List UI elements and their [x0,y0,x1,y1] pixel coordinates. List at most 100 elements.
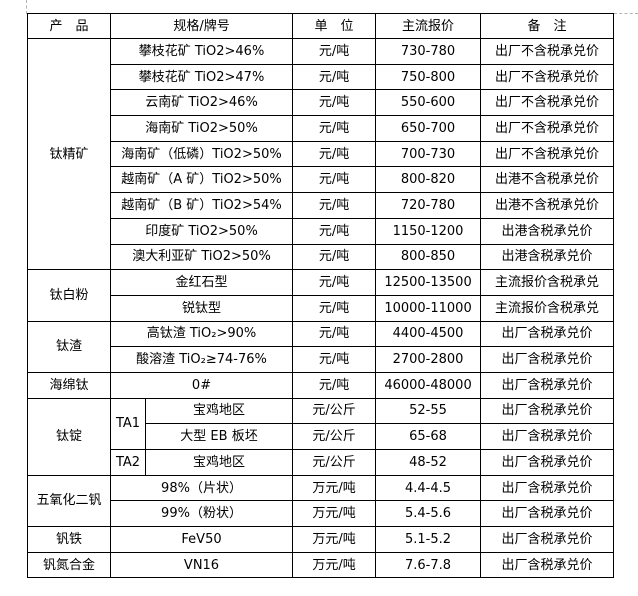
note-cell: 出厂含税承兑价 [480,423,615,450]
note-cell: 出港含税承兑价 [480,243,615,271]
product-cell-ferrovanadium: 钒铁 [27,526,111,553]
note-cell: 出厂含税承兑价 [480,500,615,528]
price-cell: 48-52 [375,449,482,476]
table-row: 锐钛型 元/吨 10000-11000 主流报价含税承兑 [28,294,615,322]
note-cell: 出厂含税承兑价 [480,346,615,373]
spec-cell: VN16 [109,551,294,579]
spec-cell: 海南矿（低磷）TiO2>50% [109,140,294,168]
spec-cell: 高钛渣 TiO₂>90% [109,320,294,348]
spec-cell: 越南矿（A 矿）TiO2>50% [109,166,294,194]
table-row: TA2 宝鸡地区 元/公斤 48-52 出厂含税承兑价 [28,449,615,476]
table-row: 五氧化二钒 98%（片状） 万元/吨 4.4-4.5 出厂含税承兑价 [27,474,615,528]
spec-cell: 大型 EB 板坯 [144,423,294,450]
unit-cell: 元/吨 [292,192,377,219]
unit-cell: 元/吨 [292,217,377,245]
table-row: 99%（粉状） 万元/吨 5.4-5.6 出厂含税承兑价 [28,500,615,528]
spec-cell: 99%（粉状） [109,500,294,528]
product-cell-titanium-sponge: 海绵钛 [27,371,111,399]
note-cell: 出港不含税承兑价 [480,166,615,194]
unit-cell: 万元/吨 [292,551,377,579]
table-row: 越南矿（A 矿）TiO2>50% 元/吨 800-820 出港不含税承兑价 [28,166,615,194]
note-cell: 出港不含税承兑价 [480,192,615,219]
unit-cell: 万元/吨 [292,526,377,553]
unit-cell: 元/公斤 [292,423,377,450]
table-row: 海绵钛 0# 元/吨 46000-48000 出厂含税承兑价 [27,371,615,399]
price-cell: 12500-13500 [375,269,482,296]
spec-cell: 金红石型 [109,269,294,296]
page-break-vertical-line [26,0,27,14]
price-cell: 5.1-5.2 [375,526,482,553]
unit-cell: 万元/吨 [292,474,377,502]
header-row: 产 品 规格/牌号 单 位 主流报价 备 注 [27,13,615,39]
product-cell-titanium-slag: 钛渣 [27,320,111,373]
unit-cell: 元/吨 [292,294,377,322]
price-cell: 46000-48000 [375,371,482,399]
spec-cell: 酸溶渣 TiO₂≥74-76% [109,346,294,373]
spec-cell: FeV50 [109,526,294,553]
unit-cell: 元/吨 [292,320,377,348]
spec-cell: 越南矿（B 矿）TiO2>54% [109,192,294,219]
note-cell: 出厂不含税承兑价 [480,115,615,142]
note-cell: 出厂不含税承兑价 [480,89,615,117]
header-spec: 规格/牌号 [109,13,294,39]
table-row: 海南矿 TiO2>50% 元/吨 650-700 出厂不含税承兑价 [28,115,615,142]
price-cell: 1150-1200 [375,217,482,245]
price-cell: 800-820 [375,166,482,194]
price-cell: 800-850 [375,243,482,271]
note-cell: 出厂含税承兑价 [480,551,615,579]
note-cell: 出厂含税承兑价 [480,526,615,553]
spec-cell: 印度矿 TiO2>50% [109,217,294,245]
table-row: 钛锭 TA1 宝鸡地区 元/公斤 52-55 出厂含税承兑价 [27,397,615,476]
note-cell: 出厂含税承兑价 [480,397,615,425]
price-cell: 4.4-4.5 [375,474,482,502]
unit-cell: 元/吨 [292,346,377,373]
table-row: 酸溶渣 TiO₂≥74-76% 元/吨 2700-2800 出厂含税承兑价 [28,346,615,373]
price-cell: 650-700 [375,115,482,142]
spec-cell: 宝鸡地区 [144,449,294,476]
note-cell: 出厂不含税承兑价 [480,63,615,91]
unit-cell: 元/吨 [292,371,377,399]
note-cell: 出厂含税承兑价 [480,449,615,476]
product-cell-titanium-ingot: 钛锭 [27,397,111,476]
table-row: 云南矿 TiO2>46% 元/吨 550-600 出厂不含税承兑价 [28,89,615,117]
spec-cell: 宝鸡地区 [144,397,294,425]
spec-cell: 0# [109,371,294,399]
table-row: 攀枝花矿 TiO2>47% 元/吨 750-800 出厂不含税承兑价 [28,63,615,91]
unit-cell: 元/吨 [292,166,377,194]
product-cell-vanadium-pentoxide: 五氧化二钒 [27,474,111,528]
price-cell: 750-800 [375,63,482,91]
table-row: 越南矿（B 矿）TiO2>54% 元/吨 720-780 出港不含税承兑价 [28,192,615,219]
spec-cell: 攀枝花矿 TiO2>47% [109,63,294,91]
unit-cell: 元/吨 [292,269,377,296]
unit-cell: 元/吨 [292,63,377,91]
price-cell: 65-68 [375,423,482,450]
price-cell: 720-780 [375,192,482,219]
spec-cell: 澳大利亚矿 TiO2>50% [109,243,294,271]
product-cell-titanium-dioxide: 钛白粉 [27,269,111,322]
spec-cell: 云南矿 TiO2>46% [109,89,294,117]
header-product: 产 品 [27,13,111,39]
table-row: 海南矿（低磷）TiO2>50% 元/吨 700-730 出厂不含税承兑价 [28,140,615,168]
table-row: 钒铁 FeV50 万元/吨 5.1-5.2 出厂含税承兑价 [27,526,615,553]
price-cell: 2700-2800 [375,346,482,373]
table-row: 钛渣 高钛渣 TiO₂>90% 元/吨 4400-4500 出厂含税承兑价 [27,320,615,373]
grade-cell-ta2: TA2 [110,449,146,476]
spec-cell: 锐钛型 [109,294,294,322]
table-row: 钛精矿 攀枝花矿 TiO2>46% 元/吨 730-780 出厂不含税承兑价 [27,37,615,271]
unit-cell: 元/公斤 [292,397,377,425]
note-cell: 出厂不含税承兑价 [480,140,615,168]
price-cell: 730-780 [375,38,482,65]
table-row: 印度矿 TiO2>50% 元/吨 1150-1200 出港含税承兑价 [28,217,615,245]
price-cell: 550-600 [375,89,482,117]
price-cell: 700-730 [375,140,482,168]
note-cell: 出厂含税承兑价 [480,474,615,502]
unit-cell: 元/公斤 [292,449,377,476]
spec-cell: 海南矿 TiO2>50% [109,115,294,142]
unit-cell: 万元/吨 [292,500,377,528]
note-cell: 出港含税承兑价 [480,217,615,245]
price-cell: 4400-4500 [375,320,482,348]
product-cell-titanium-concentrate: 钛精矿 [27,37,111,271]
header-note: 备 注 [480,13,615,39]
price-cell: 5.4-5.6 [375,500,482,528]
note-cell: 主流报价含税承兑 [480,269,615,296]
